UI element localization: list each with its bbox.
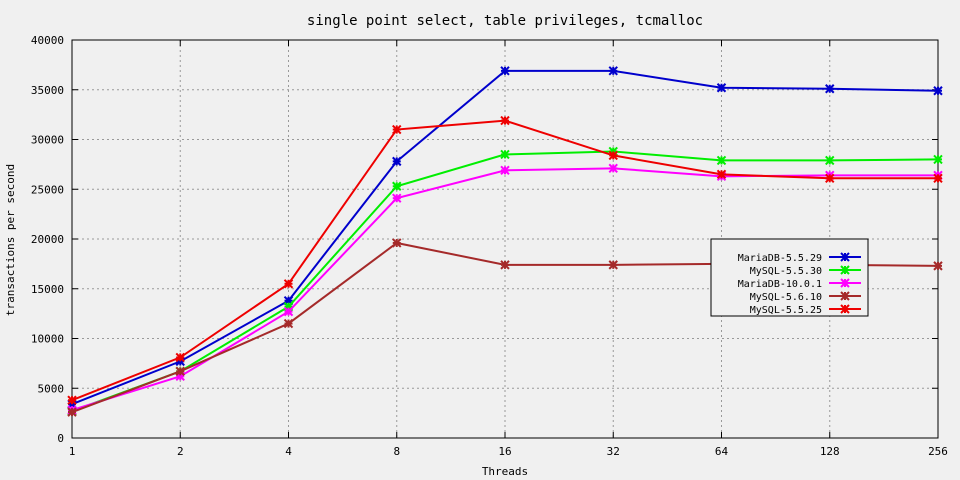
legend-item: MariaDB-5.5.29 <box>738 252 861 264</box>
data-point <box>67 407 77 417</box>
data-point <box>283 318 294 329</box>
data-point <box>283 306 294 317</box>
data-point <box>175 366 185 377</box>
y-tick-label: 10000 <box>31 333 64 346</box>
x-tick-label: 32 <box>607 445 620 458</box>
data-point <box>500 165 510 176</box>
legend-item: MySQL-5.5.25 <box>750 304 861 316</box>
series-1 <box>67 146 943 416</box>
y-tick-label: 25000 <box>31 183 64 196</box>
y-axis-label: transactions per second <box>4 164 17 316</box>
y-tick-label: 15000 <box>31 283 64 296</box>
y-tick-label: 5000 <box>38 382 65 395</box>
data-point <box>825 155 835 166</box>
data-point <box>608 66 618 76</box>
data-point <box>392 156 402 167</box>
data-point <box>500 115 510 126</box>
legend-label: MariaDB-10.0.1 <box>738 279 822 290</box>
y-tick-label: 40000 <box>31 34 64 47</box>
x-axis-label: Threads <box>482 465 528 478</box>
legend-marker <box>840 278 850 288</box>
legend-box <box>710 238 869 317</box>
y-tick-label: 30000 <box>31 134 64 147</box>
data-point <box>500 66 510 76</box>
x-tick-label: 2 <box>177 445 184 458</box>
data-point <box>392 124 402 135</box>
legend-marker <box>840 304 850 314</box>
legend: MariaDB-5.5.29 MySQL-5.5.30 MariaDB-10.0.1… <box>710 238 869 317</box>
data-point <box>716 169 727 180</box>
data-point <box>608 150 618 161</box>
legend-label: MariaDB-5.5.29 <box>738 253 822 264</box>
legend-item: MariaDB-10.0.1 <box>738 278 861 290</box>
data-point <box>283 279 294 289</box>
x-tick-label: 8 <box>393 445 400 458</box>
data-point <box>608 163 618 174</box>
legend-marker <box>840 291 850 301</box>
legend-marker <box>840 265 850 275</box>
data-point <box>716 83 727 93</box>
axes: 0 5000 10000 15000 20000 25000 30000 35000 40000… <box>31 34 948 458</box>
data-point <box>392 193 402 203</box>
data-point <box>933 154 943 165</box>
y-tick-label: 20000 <box>31 233 64 246</box>
x-tick-label: 128 <box>820 445 840 458</box>
chart-title: single point select, table privileges, t… <box>307 13 703 29</box>
legend-item: MySQL-5.5.30 <box>750 265 861 277</box>
data-point <box>500 260 510 270</box>
y-tick-label: 0 <box>57 432 64 445</box>
data-point <box>825 84 835 94</box>
legend-label: MySQL-5.6.10 <box>750 292 822 303</box>
y-tick-label: 35000 <box>31 84 64 97</box>
x-tick-label: 64 <box>715 445 729 458</box>
legend-label: MySQL-5.5.25 <box>750 305 822 316</box>
data-point <box>175 352 185 363</box>
legend-label: MySQL-5.5.30 <box>750 266 822 277</box>
legend-marker <box>840 252 850 262</box>
data-point <box>933 173 943 184</box>
data-point <box>392 181 402 191</box>
series-4 <box>67 115 943 405</box>
data-point <box>825 173 835 184</box>
data-point <box>608 260 618 270</box>
series-group <box>67 66 943 417</box>
legend-item: MySQL-5.6.10 <box>750 291 861 303</box>
x-tick-label: 1 <box>69 445 76 458</box>
x-tick-label: 16 <box>498 445 511 458</box>
data-point <box>67 395 77 405</box>
data-point <box>500 149 510 160</box>
x-tick-label: 256 <box>928 445 948 458</box>
data-point <box>933 86 943 96</box>
x-tick-label: 4 <box>285 445 292 458</box>
data-point <box>933 261 943 271</box>
data-point <box>392 238 402 248</box>
data-point <box>716 155 727 166</box>
